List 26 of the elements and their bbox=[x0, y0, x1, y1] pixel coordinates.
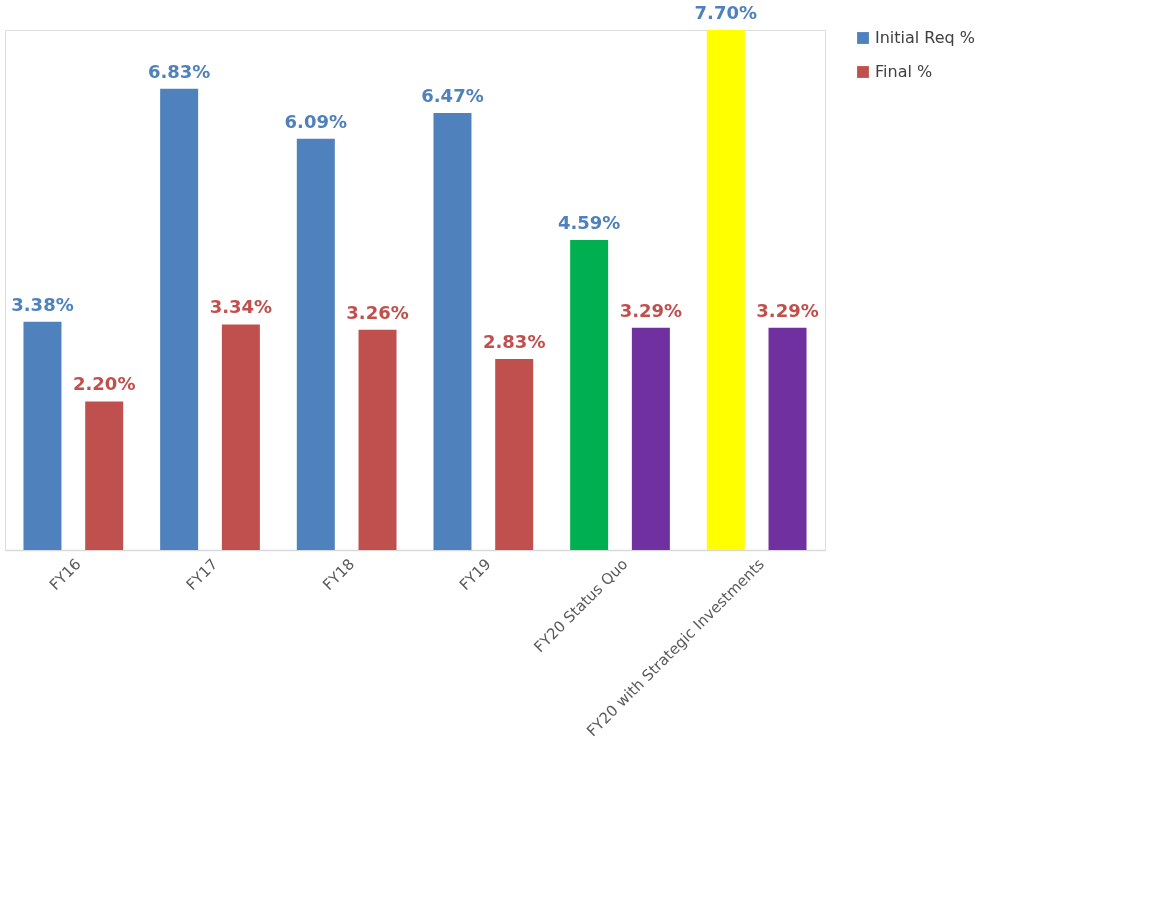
bar bbox=[631, 327, 670, 550]
legend-label: Final % bbox=[875, 62, 933, 81]
data-label: 6.09% bbox=[284, 110, 348, 132]
bar bbox=[768, 327, 807, 550]
bar bbox=[221, 324, 260, 550]
bar bbox=[85, 401, 124, 550]
data-label: 2.20% bbox=[72, 373, 136, 395]
bar bbox=[160, 88, 199, 550]
data-label: 2.83% bbox=[482, 330, 546, 352]
bar bbox=[433, 113, 472, 550]
data-label: 3.29% bbox=[756, 299, 819, 321]
data-label: 7.70% bbox=[694, 2, 758, 23]
data-label: 3.26% bbox=[346, 301, 409, 323]
data-label: 4.59% bbox=[557, 212, 621, 234]
data-label: 3.29% bbox=[619, 299, 683, 321]
data-label: 3.38% bbox=[11, 293, 74, 315]
data-label: 6.83% bbox=[147, 60, 211, 82]
data-label: 3.34% bbox=[209, 296, 273, 318]
bar bbox=[296, 138, 335, 550]
bar bbox=[23, 321, 62, 550]
bar bbox=[358, 329, 397, 550]
bar bbox=[495, 358, 534, 550]
data-label: 6.47% bbox=[421, 85, 484, 107]
bar bbox=[570, 240, 609, 550]
bar bbox=[706, 30, 745, 550]
legend-label: Initial Req % bbox=[875, 28, 976, 47]
